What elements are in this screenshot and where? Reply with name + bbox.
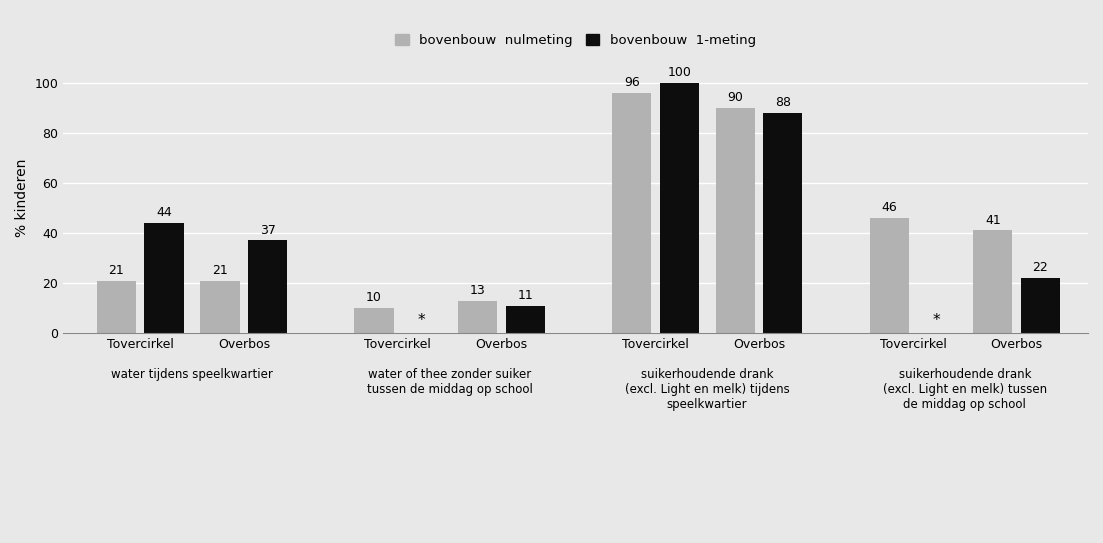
Bar: [869, 218, 909, 333]
Text: 21: 21: [212, 264, 228, 277]
Text: *: *: [418, 313, 426, 328]
Text: 96: 96: [624, 76, 640, 89]
Text: water of thee zonder suiker
tussen de middag op school: water of thee zonder suiker tussen de mi…: [366, 368, 533, 396]
Text: suikerhoudende drank
(excl. Light en melk) tijdens
speelkwartier: suikerhoudende drank (excl. Light en mel…: [625, 368, 790, 411]
Text: 100: 100: [667, 66, 692, 79]
Bar: [354, 308, 394, 333]
Bar: [660, 83, 699, 333]
Text: *: *: [933, 313, 941, 328]
Bar: [248, 241, 287, 333]
Legend: bovenbouw  nulmeting, bovenbouw  1-meting: bovenbouw nulmeting, bovenbouw 1-meting: [395, 34, 756, 47]
Bar: [144, 223, 184, 333]
Y-axis label: % kinderen: % kinderen: [15, 159, 29, 237]
Bar: [97, 281, 136, 333]
Text: suikerhoudende drank
(excl. Light en melk) tussen
de middag op school: suikerhoudende drank (excl. Light en mel…: [882, 368, 1047, 411]
Text: 10: 10: [366, 291, 382, 304]
Bar: [458, 300, 497, 333]
Text: 21: 21: [108, 264, 125, 277]
Bar: [505, 306, 545, 333]
Bar: [763, 113, 802, 333]
Text: water tijdens speelkwartier: water tijdens speelkwartier: [111, 368, 274, 381]
Bar: [716, 108, 754, 333]
Text: 41: 41: [985, 214, 1000, 226]
Text: 46: 46: [881, 201, 897, 214]
Text: 11: 11: [517, 289, 533, 302]
Text: 13: 13: [470, 284, 485, 297]
Text: 22: 22: [1032, 261, 1048, 274]
Bar: [1020, 278, 1060, 333]
Text: 90: 90: [727, 91, 743, 104]
Text: 37: 37: [259, 224, 276, 237]
Text: 88: 88: [774, 96, 791, 109]
Text: 44: 44: [157, 206, 172, 219]
Bar: [201, 281, 239, 333]
Bar: [973, 230, 1013, 333]
Bar: [612, 93, 651, 333]
